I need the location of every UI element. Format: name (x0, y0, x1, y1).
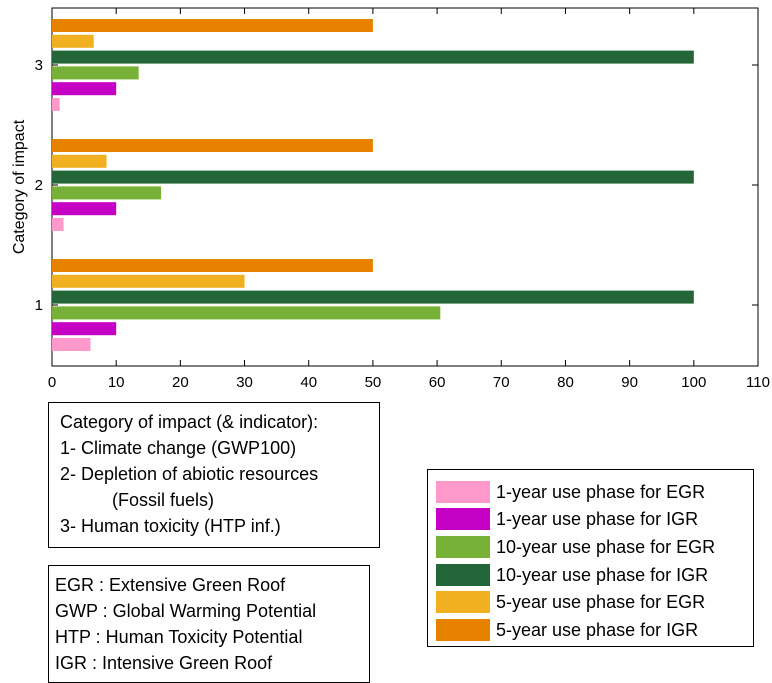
legend-label-2: 10-year use phase for EGR (496, 536, 716, 557)
x-tick-label-10: 10 (108, 374, 125, 391)
x-tick-label-70: 70 (493, 374, 510, 391)
legend-swatch-2 (436, 535, 490, 558)
x-tick-label-110: 110 (746, 374, 770, 391)
legend-item-4: 5-year use phase for EGR (436, 588, 753, 616)
x-tick-label-80: 80 (557, 374, 574, 391)
bar-1-year-use-phase-for-igr-cat-3 (52, 82, 117, 96)
legend-label-5: 5-year use phase for IGR (496, 619, 699, 640)
legend-label-1: 1-year use phase for IGR (496, 509, 699, 530)
x-tick-label-30: 30 (236, 374, 253, 391)
legend-item-0: 1-year use phase for EGR (436, 478, 753, 506)
abbreviation-egr: EGR : Extensive Green Roof (55, 575, 286, 595)
bar-1-year-use-phase-for-igr-cat-2 (52, 202, 117, 216)
bar-10-year-use-phase-for-egr-cat-2 (52, 186, 162, 200)
x-tick-label-40: 40 (300, 374, 317, 391)
y-tick-label-1: 1 (35, 297, 43, 314)
x-tick-label-90: 90 (621, 374, 638, 391)
abbreviation-gwp: GWP : Global Warming Potential (55, 601, 317, 621)
bar-5-year-use-phase-for-igr-cat-2 (52, 139, 373, 152)
category-item-2-continued: (Fossil fuels) (112, 490, 215, 510)
bar-10-year-use-phase-for-igr-cat-2 (52, 170, 694, 184)
legend-swatch-5 (436, 618, 490, 641)
y-tick-label-3: 3 (35, 57, 43, 74)
bar-10-year-use-phase-for-egr-cat-3 (52, 66, 139, 80)
legend-item-2: 10-year use phase for EGR (436, 533, 753, 561)
bar-1-year-use-phase-for-igr-cat-1 (52, 322, 117, 336)
y-tick-label-2: 2 (35, 177, 43, 194)
legend-label-0: 1-year use phase for EGR (496, 481, 706, 502)
category-legend-heading: Category of impact (& indicator): (60, 412, 319, 432)
x-tick-label-100: 100 (681, 374, 706, 391)
bar-10-year-use-phase-for-igr-cat-1 (52, 290, 694, 304)
bar-1-year-use-phase-for-egr-cat-2 (52, 218, 64, 231)
legend-swatch-3 (436, 563, 490, 586)
bar-5-year-use-phase-for-egr-cat-3 (52, 34, 94, 48)
abbreviations-box: EGR : Extensive Green Roof GWP : Global … (48, 565, 370, 683)
category-item-1: 1- Climate change (GWP100) (60, 438, 297, 458)
legend-item-3: 10-year use phase for IGR (436, 561, 753, 589)
bar-10-year-use-phase-for-igr-cat-3 (52, 50, 694, 64)
legend-label-4: 5-year use phase for EGR (496, 592, 706, 613)
x-tick-label-60: 60 (429, 374, 446, 391)
category-legend-box: Category of impact (& indicator): 1- Cli… (48, 402, 380, 548)
legend-swatch-4 (436, 591, 490, 614)
legend-swatch-0 (436, 480, 490, 503)
category-item-3: 3- Human toxicity (HTP inf.) (60, 516, 281, 536)
bar-10-year-use-phase-for-egr-cat-1 (52, 306, 441, 320)
legend-swatch-1 (436, 508, 490, 531)
bar-5-year-use-phase-for-egr-cat-2 (52, 154, 107, 168)
abbreviation-igr: IGR : Intensive Green Roof (55, 653, 273, 673)
bar-chart: 0 10 20 30 40 50 60 70 80 90 100 110 1 2 3 Category of … (11, 7, 770, 391)
x-tick-label-50: 50 (365, 374, 382, 391)
legend-item-1: 1-year use phase for IGR (436, 506, 753, 534)
bar-5-year-use-phase-for-igr-cat-1 (52, 259, 373, 272)
bar-1-year-use-phase-for-egr-cat-3 (52, 98, 60, 111)
category-item-2: 2- Depletion of abiotic resources (60, 464, 319, 484)
y-axis-label: Category of impact (11, 119, 28, 254)
bar-5-year-use-phase-for-igr-cat-3 (52, 19, 373, 32)
series-legend: 1-year use phase for EGR 1-year use phase… (427, 469, 754, 647)
legend-item-5: 5-year use phase for IGR (436, 616, 753, 644)
x-tick-label-20: 20 (172, 374, 189, 391)
bar-1-year-use-phase-for-egr-cat-1 (52, 338, 91, 351)
x-tick-label-0: 0 (48, 374, 56, 391)
legend-label-3: 10-year use phase for IGR (496, 564, 709, 585)
bar-5-year-use-phase-for-egr-cat-1 (52, 274, 245, 288)
abbreviation-htp: HTP : Human Toxicity Potential (55, 627, 303, 647)
